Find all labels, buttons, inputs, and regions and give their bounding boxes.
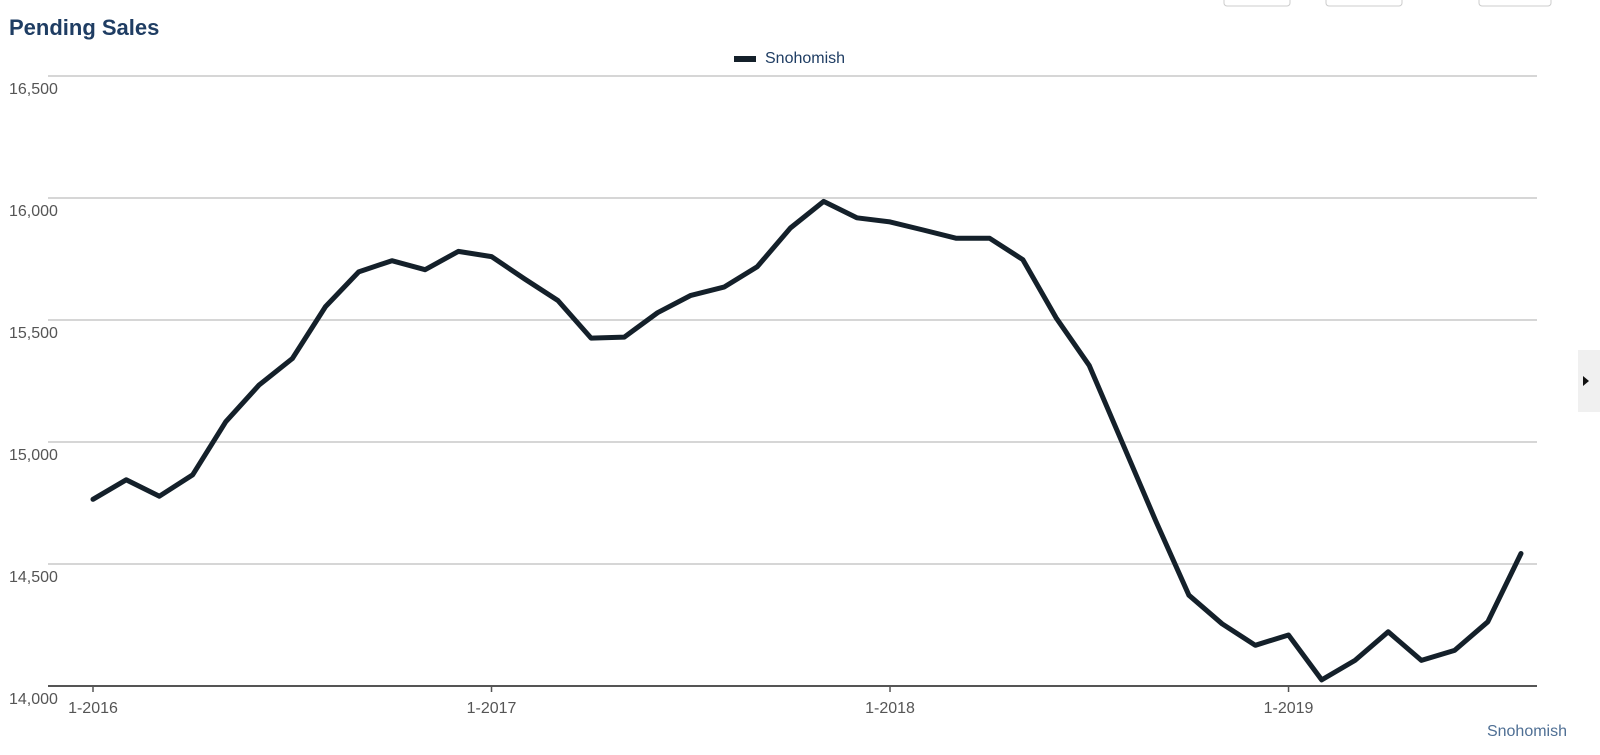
y-tick-label: 15,000 [9, 447, 58, 464]
x-tick-label: 1-2019 [1264, 700, 1314, 717]
legend-label: Snohomish [765, 50, 845, 67]
x-tick-label: 1-2016 [68, 700, 118, 717]
footer-label: Snohomish [1487, 723, 1567, 740]
toggle-arrow [1583, 376, 1589, 386]
y-tick-label: 14,500 [9, 569, 58, 586]
y-tick-label: 15,500 [9, 325, 58, 342]
toolbar-button[interactable] [1223, 0, 1291, 7]
x-tick-label: 1-2018 [865, 700, 915, 717]
toolbar-button[interactable] [1325, 0, 1403, 7]
x-tick-label: 1-2017 [467, 700, 517, 717]
series-line [90, 198, 1524, 683]
toolbar-button[interactable] [1478, 0, 1552, 7]
y-tick-label: 14,000 [9, 691, 58, 708]
y-tick-label: 16,000 [9, 203, 58, 220]
y-tick-label: 16,500 [9, 81, 58, 98]
chart-title: Pending Sales [9, 15, 159, 40]
